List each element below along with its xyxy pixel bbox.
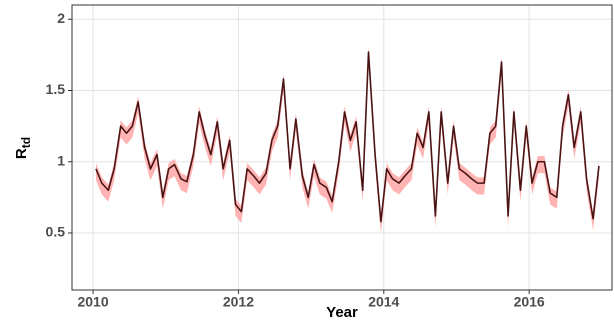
y-tick-label: 2: [57, 10, 65, 26]
grid: [72, 5, 612, 290]
x-tick-label: 2014: [368, 294, 399, 310]
x-tick-label: 2010: [77, 294, 108, 310]
x-tick-label: 2016: [514, 294, 545, 310]
y-axis-title: Rtd: [13, 137, 33, 159]
confidence-band: [95, 46, 599, 234]
panel-border: [71, 4, 613, 291]
line: [95, 51, 600, 223]
x-tick-label: 2012: [223, 294, 254, 310]
plot-area: [95, 46, 600, 234]
y-tick-label: 1.5: [46, 81, 66, 97]
y-tick-label: 0.5: [46, 224, 66, 240]
x-axis-title: Year: [326, 304, 358, 321]
y-axis-title-main: R: [13, 148, 30, 159]
y-tick-label: 1: [57, 152, 65, 168]
y-axis-title-sub: td: [19, 137, 33, 148]
